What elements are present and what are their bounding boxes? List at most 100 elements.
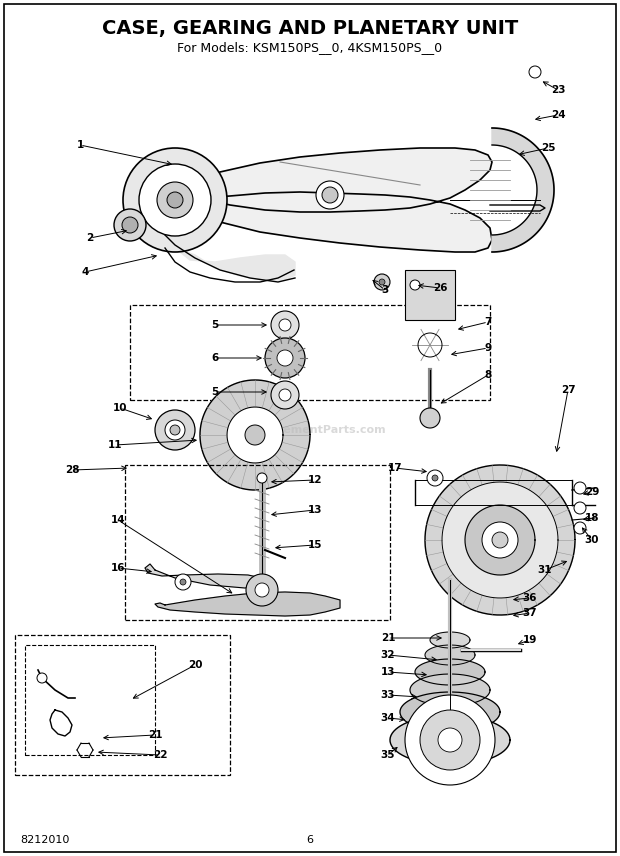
Text: 27: 27	[560, 385, 575, 395]
Polygon shape	[200, 380, 310, 490]
Circle shape	[165, 420, 185, 440]
Text: 13: 13	[308, 505, 322, 515]
Text: 12: 12	[308, 475, 322, 485]
Polygon shape	[227, 407, 283, 463]
Polygon shape	[155, 592, 340, 616]
Text: 21: 21	[148, 730, 162, 740]
Polygon shape	[390, 715, 510, 765]
Text: CASE, GEARING AND PLANETARY UNIT: CASE, GEARING AND PLANETARY UNIT	[102, 19, 518, 38]
Circle shape	[427, 470, 443, 486]
Text: 7: 7	[484, 317, 492, 327]
Text: 18: 18	[585, 513, 600, 523]
Text: 4: 4	[81, 267, 89, 277]
Circle shape	[246, 574, 278, 606]
Circle shape	[410, 280, 420, 290]
Circle shape	[279, 319, 291, 331]
Text: 35: 35	[381, 750, 396, 760]
Text: eReplacementParts.com: eReplacementParts.com	[234, 425, 386, 435]
Circle shape	[271, 381, 299, 409]
Circle shape	[277, 350, 293, 366]
Text: 6: 6	[306, 835, 314, 845]
Text: 3: 3	[381, 285, 389, 295]
Text: 6: 6	[211, 353, 219, 363]
Circle shape	[492, 532, 508, 548]
Circle shape	[157, 182, 193, 218]
Text: 19: 19	[523, 635, 537, 645]
Circle shape	[265, 338, 305, 378]
Bar	[125, 465, 390, 620]
Circle shape	[574, 482, 586, 494]
Circle shape	[279, 389, 291, 401]
Text: For Models: KSM150PS__0, 4KSM150PS__0: For Models: KSM150PS__0, 4KSM150PS__0	[177, 41, 443, 55]
Polygon shape	[442, 482, 558, 598]
Circle shape	[114, 209, 146, 241]
Text: 14: 14	[111, 515, 125, 525]
Polygon shape	[415, 659, 485, 685]
Text: 37: 37	[523, 608, 538, 618]
Text: 13: 13	[381, 667, 396, 677]
Circle shape	[175, 574, 191, 590]
Text: 15: 15	[308, 540, 322, 550]
Text: 26: 26	[433, 283, 447, 293]
Text: 21: 21	[381, 633, 396, 643]
Bar	[15, 635, 230, 775]
Text: 34: 34	[381, 713, 396, 723]
Circle shape	[322, 187, 338, 203]
Circle shape	[420, 710, 480, 770]
Text: 5: 5	[211, 320, 219, 330]
Circle shape	[122, 217, 138, 233]
Text: 29: 29	[585, 487, 599, 497]
Circle shape	[379, 279, 385, 285]
Text: 16: 16	[111, 563, 125, 573]
Text: 9: 9	[484, 343, 492, 353]
Circle shape	[139, 164, 211, 236]
Circle shape	[245, 425, 265, 445]
Circle shape	[574, 522, 586, 534]
Text: 32: 32	[381, 650, 396, 660]
Text: 11: 11	[108, 440, 122, 450]
Text: 23: 23	[551, 85, 565, 95]
Polygon shape	[430, 632, 470, 648]
Circle shape	[529, 66, 541, 78]
Text: 22: 22	[153, 750, 167, 760]
Polygon shape	[425, 645, 475, 665]
Text: 17: 17	[388, 463, 402, 473]
Polygon shape	[425, 465, 575, 615]
Polygon shape	[492, 128, 554, 252]
Text: 30: 30	[585, 535, 600, 545]
Text: 25: 25	[541, 143, 556, 153]
Text: 5: 5	[211, 387, 219, 397]
Circle shape	[374, 274, 390, 290]
Circle shape	[438, 728, 462, 752]
Bar	[130, 305, 490, 400]
Text: 31: 31	[538, 565, 552, 575]
Polygon shape	[145, 564, 262, 588]
Circle shape	[37, 673, 47, 683]
Text: 1: 1	[76, 140, 84, 150]
Polygon shape	[400, 692, 500, 732]
Circle shape	[155, 410, 195, 450]
Circle shape	[316, 181, 344, 209]
Text: 20: 20	[188, 660, 202, 670]
Polygon shape	[465, 505, 535, 575]
Text: 28: 28	[64, 465, 79, 475]
Bar	[405, 270, 455, 320]
Circle shape	[180, 579, 186, 585]
Text: 2: 2	[86, 233, 94, 243]
Text: 24: 24	[551, 110, 565, 120]
Text: 33: 33	[381, 690, 396, 700]
Circle shape	[123, 148, 227, 252]
Polygon shape	[175, 248, 295, 280]
Circle shape	[420, 408, 440, 428]
Bar	[25, 645, 155, 755]
Circle shape	[167, 192, 183, 208]
Text: 10: 10	[113, 403, 127, 413]
Circle shape	[170, 425, 180, 435]
Circle shape	[405, 695, 495, 785]
Circle shape	[257, 473, 267, 483]
Polygon shape	[160, 148, 492, 252]
Circle shape	[432, 475, 438, 481]
Circle shape	[574, 502, 586, 514]
Circle shape	[271, 311, 299, 339]
Circle shape	[482, 522, 518, 558]
